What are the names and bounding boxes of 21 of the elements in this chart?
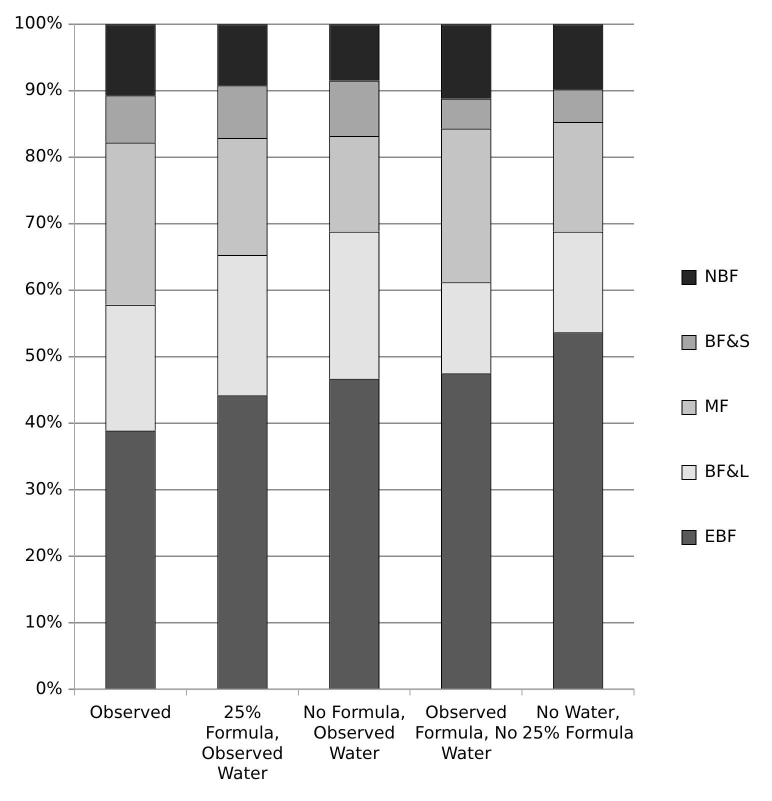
y-tick-label: 40% [24, 412, 63, 433]
x-tick-label: 25% Formula, Observed Water [202, 703, 284, 784]
y-tick-label: 80% [24, 146, 63, 167]
y-tick-label: 50% [24, 346, 63, 366]
y-tick-label: 70% [24, 213, 63, 234]
y-tick-label: 10% [24, 612, 63, 632]
y-tick-label: 60% [24, 280, 63, 300]
x-tick-label: No Formula, Observed Water [302, 703, 406, 764]
legend-label: EBF [704, 526, 737, 547]
x-tick-label: Observed Formula, No Water [414, 703, 518, 764]
legend-label: NBF [704, 266, 739, 287]
legend-label: BF&S [704, 332, 750, 352]
y-tick-label: 90% [24, 80, 63, 100]
y-tick-label: 30% [24, 479, 63, 500]
y-tick-label: 20% [24, 546, 63, 566]
x-tick-label: No Water, 25% Formula [522, 703, 634, 744]
x-tick-label: Observed [90, 703, 172, 724]
legend-label: MF [704, 396, 729, 417]
legend-label: BF&L [704, 462, 750, 482]
y-tick-label: 100% [14, 14, 63, 34]
y-tick-label: 0% [36, 678, 63, 699]
